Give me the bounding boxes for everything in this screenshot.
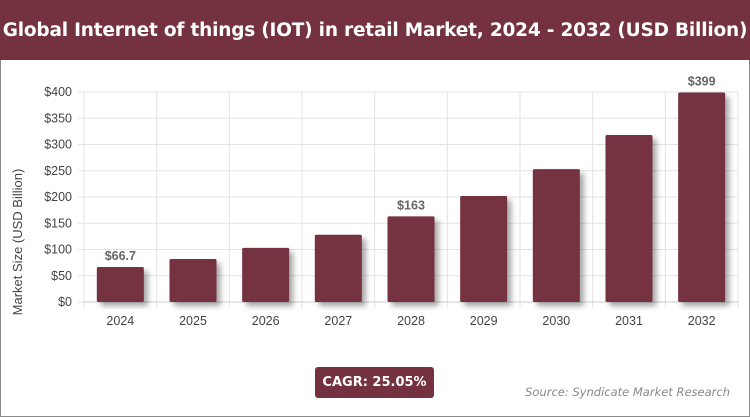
bar-2029 bbox=[460, 195, 508, 302]
data-label: $163 bbox=[397, 198, 425, 212]
bar-2027 bbox=[314, 234, 362, 302]
y-tick-label: $0 bbox=[58, 295, 72, 309]
y-tick-label: $200 bbox=[44, 190, 72, 204]
y-tick-label: $250 bbox=[44, 164, 72, 178]
bar-2032 bbox=[678, 92, 726, 303]
x-tick-label: 2024 bbox=[106, 314, 134, 328]
x-tick-label: 2029 bbox=[470, 314, 498, 328]
data-label: $399 bbox=[688, 75, 716, 89]
cagr-badge: CAGR: 25.05% bbox=[315, 367, 434, 398]
bar-2024 bbox=[96, 266, 144, 302]
bar-2026 bbox=[242, 247, 290, 302]
x-tick-label: 2031 bbox=[615, 314, 643, 328]
y-tick-label: $150 bbox=[44, 216, 72, 230]
x-tick-label: 2030 bbox=[542, 314, 570, 328]
data-label: $66.7 bbox=[105, 249, 136, 263]
y-tick-label: $100 bbox=[44, 243, 72, 257]
bar-2031 bbox=[605, 135, 653, 302]
x-tick-label: 2028 bbox=[397, 314, 425, 328]
bar-chart: Market Size (USD Billion) $0 $50 $100 $150 $… bbox=[10, 75, 739, 328]
y-tick-label: $50 bbox=[51, 269, 72, 283]
x-tick-label: 2026 bbox=[252, 314, 280, 328]
y-axis-label: Market Size (USD Billion) bbox=[10, 169, 25, 316]
bar-2030 bbox=[532, 169, 580, 302]
y-tick-label: $400 bbox=[44, 85, 72, 99]
x-tick-label: 2027 bbox=[324, 314, 352, 328]
y-tick-label: $300 bbox=[44, 138, 72, 152]
bar-2025 bbox=[169, 258, 217, 302]
x-tick-label: 2032 bbox=[688, 314, 716, 328]
source-note: Source: Syndicate Market Research bbox=[525, 385, 730, 399]
bar-2028 bbox=[387, 216, 435, 302]
y-tick-label: $350 bbox=[44, 111, 72, 125]
x-tick-label: 2025 bbox=[179, 314, 207, 328]
chart-title: Global Internet of things (IOT) in retai… bbox=[0, 0, 750, 60]
